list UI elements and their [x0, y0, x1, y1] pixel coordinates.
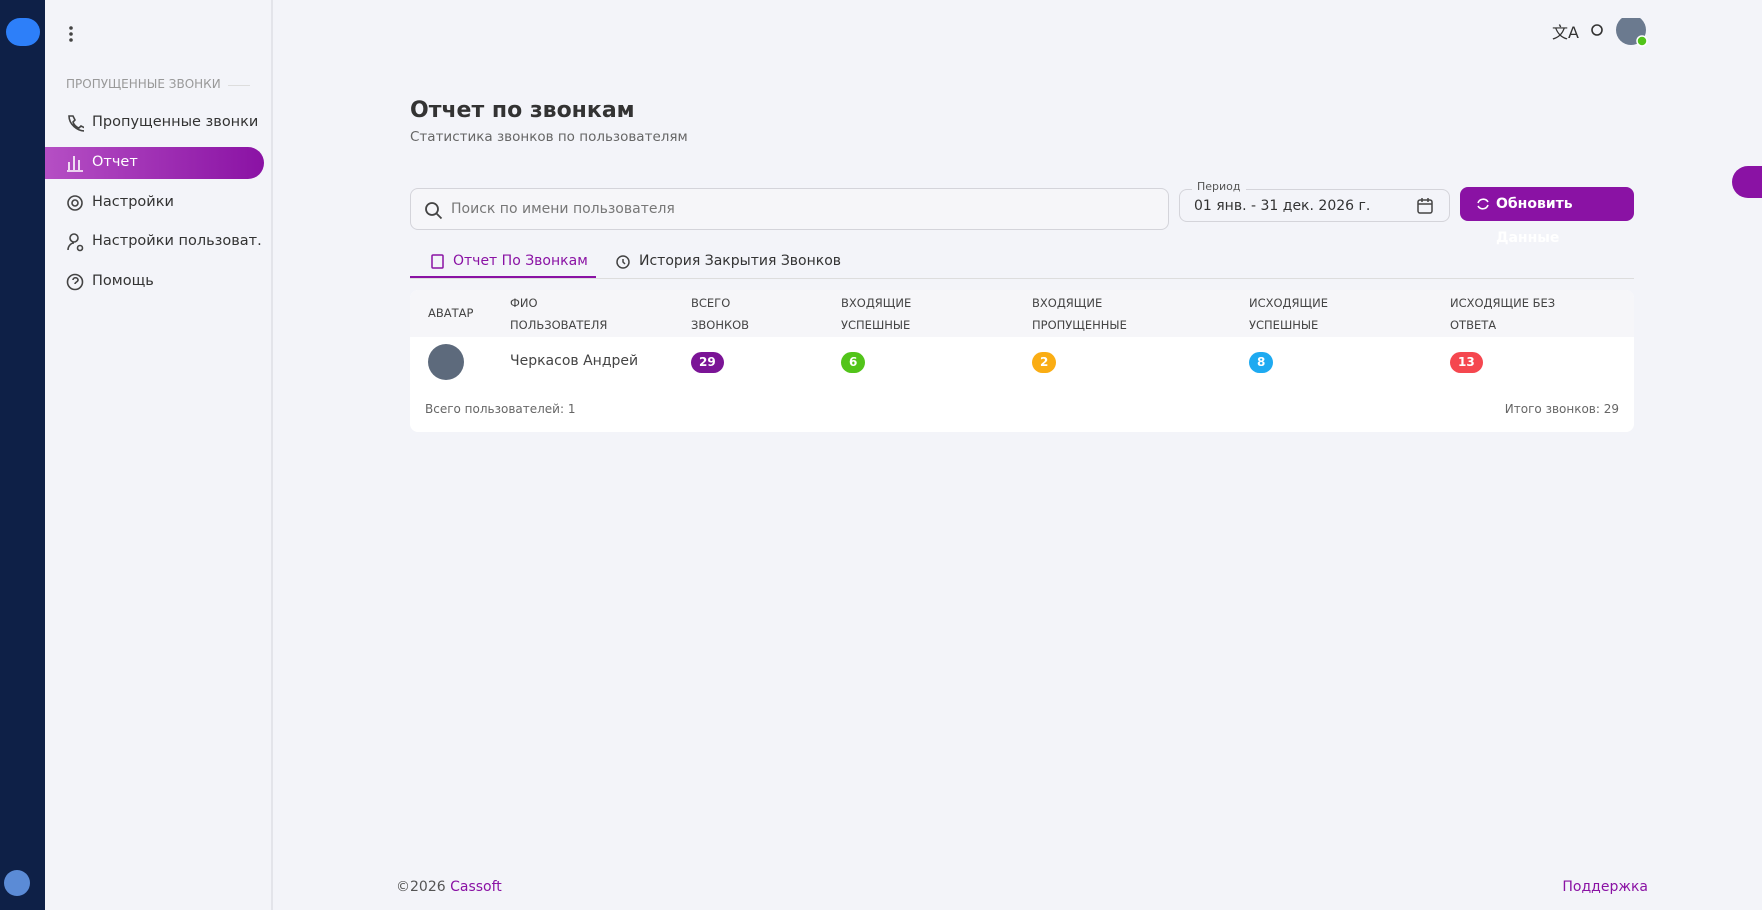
count-badge: 13 [1450, 352, 1483, 373]
rail-avatar [4, 870, 30, 896]
footer-copyright: ©2026 Cassoft [396, 879, 502, 895]
user-avatar [428, 344, 464, 380]
brand-link[interactable]: Cassoft [450, 879, 502, 895]
search-placeholder: Поиск по имени пользователя [451, 201, 675, 217]
menu-icons [66, 115, 84, 291]
kebab-menu[interactable] [64, 24, 78, 44]
menu-item[interactable]: Помощь [92, 273, 154, 289]
menu-item[interactable]: Настройки пользоват... [92, 233, 262, 249]
tab-underline [410, 276, 596, 278]
top-icons[interactable]: 文A [1550, 18, 1650, 48]
close-button[interactable] [6, 18, 40, 46]
page-subtitle: Статистика звонков по пользователям [410, 129, 688, 145]
divider [228, 85, 250, 86]
count-badge: 29 [691, 352, 724, 373]
support-link[interactable]: Поддержка [1562, 879, 1648, 895]
settings-tab[interactable] [1732, 166, 1762, 198]
tabs-line [410, 278, 1634, 279]
table-header: ВХОДЯЩИЕ УСПЕШНЫЕ [841, 296, 912, 332]
table-header: АВАТАР [428, 306, 474, 320]
copyright: ©2026 [396, 879, 446, 895]
menu-item[interactable]: Настройки [92, 194, 174, 210]
count-badge: 6 [841, 352, 866, 373]
menu-item[interactable]: Отчет [92, 154, 138, 170]
table-header: ФИО ПОЛЬЗОВАТЕЛЯ [510, 296, 608, 332]
search-input[interactable]: Поиск по имени пользователя [410, 188, 1169, 230]
refresh-button[interactable]: Обновить Данные [1460, 187, 1634, 246]
period-value: 01 янв. - 31 дек. 2026 г. [1194, 198, 1371, 214]
count-badge: 2 [1032, 352, 1057, 373]
period-label: Период [1192, 180, 1246, 193]
count-badge: 8 [1249, 352, 1274, 373]
tab[interactable]: Отчет По Звонкам [453, 253, 588, 269]
page-title: Отчет по звонкам [410, 98, 635, 123]
total-calls: Итого звонков: 29 [1504, 402, 1619, 416]
user-name: Черкасов Андрей [510, 353, 639, 369]
menu-item[interactable]: Пропущенные звонки [92, 114, 259, 130]
table-header: ВСЕГО ЗВОНКОВ [691, 296, 750, 332]
tab-icons [431, 254, 630, 269]
table-card [410, 290, 1634, 432]
tab[interactable]: История Закрытия Звонков [639, 253, 842, 269]
total-users: Всего пользователей: 1 [425, 402, 576, 416]
period-input[interactable]: Период 01 янв. - 31 дек. 2026 г. [1179, 180, 1450, 222]
active-item-bg [45, 147, 264, 179]
app-rail [0, 0, 45, 910]
svg-text:文A: 文A [1552, 23, 1579, 42]
table-header: ИСХОДЯЩИЕ БЕЗ ОТВЕТА [1450, 296, 1556, 332]
refresh-icon [1477, 198, 1489, 210]
table-header: ИСХОДЯЩИЕ УСПЕШНЫЕ [1249, 296, 1328, 332]
sidebar-section: ПРОПУЩЕННЫЕ ЗВОНКИ [66, 77, 221, 91]
table-header: ВХОДЯЩИЕ ПРОПУЩЕННЫЕ [1032, 296, 1127, 332]
